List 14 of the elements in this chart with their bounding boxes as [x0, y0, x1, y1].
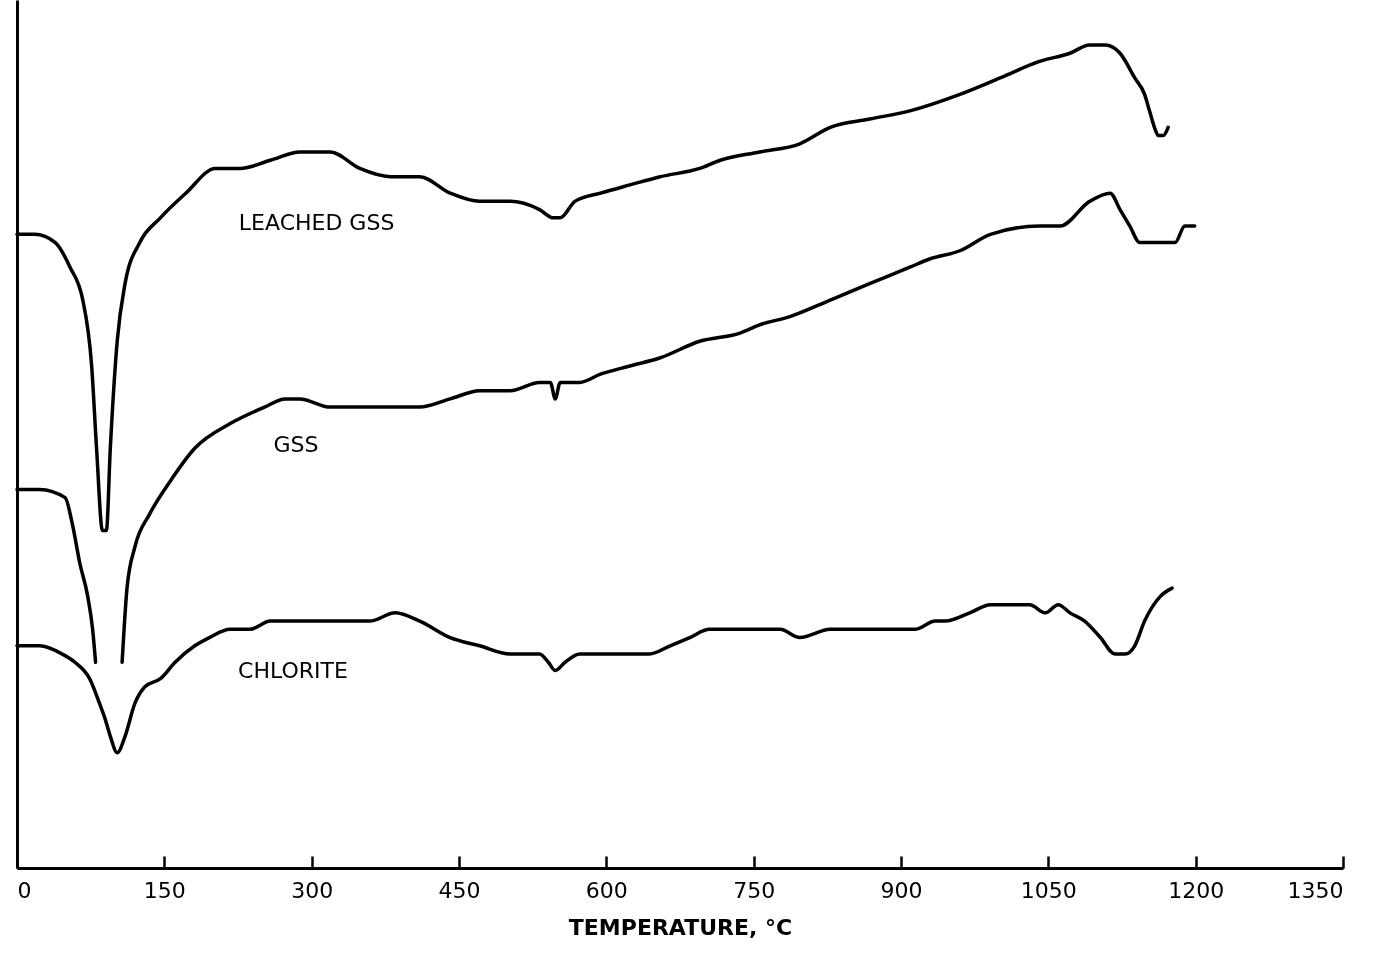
x-tick-label: 600	[585, 877, 628, 903]
x-tick-label: 300	[291, 877, 334, 903]
x-tick-label: 0	[17, 877, 32, 903]
x-tick-label: 1050	[1020, 877, 1077, 903]
series-label: GSS	[273, 431, 319, 457]
x-tick-label: 150	[143, 877, 186, 903]
series-label: LEACHED GSS	[238, 209, 395, 235]
x-tick-label: 1200	[1168, 877, 1225, 903]
x-tick-label: 1350	[1287, 877, 1344, 903]
x-tick-label: 750	[733, 877, 776, 903]
x-tick-label: 900	[880, 877, 923, 903]
series-label: CHLORITE	[238, 658, 348, 684]
x-tick-label: 450	[438, 877, 481, 903]
x-axis-title: TEMPERATURE, °C	[568, 914, 793, 940]
